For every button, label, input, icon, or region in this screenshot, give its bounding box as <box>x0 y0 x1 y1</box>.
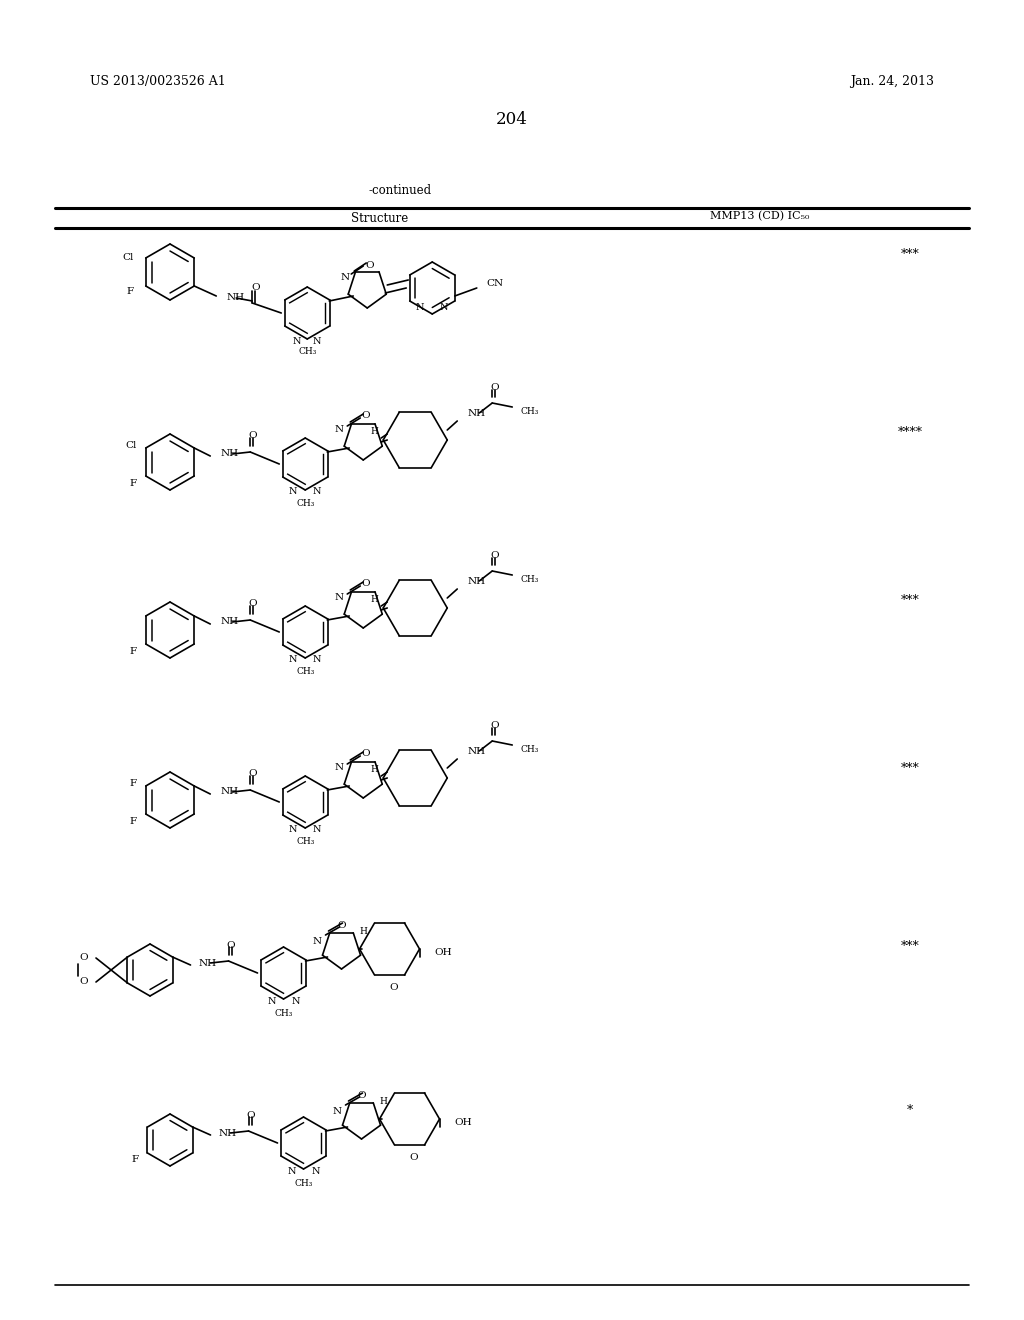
Text: O: O <box>489 383 499 392</box>
Text: O: O <box>337 920 346 929</box>
Text: N: N <box>335 763 344 772</box>
Text: NH: NH <box>467 577 485 586</box>
Text: CH₃: CH₃ <box>296 668 314 676</box>
Text: O: O <box>248 599 257 609</box>
Text: ****: **** <box>897 425 923 438</box>
Text: N: N <box>289 825 298 834</box>
Text: O: O <box>360 412 370 421</box>
Text: O: O <box>360 579 370 589</box>
Text: O: O <box>80 978 88 986</box>
Text: F: F <box>132 1155 139 1164</box>
Text: O: O <box>226 940 234 949</box>
Text: H: H <box>371 766 378 775</box>
Text: OH: OH <box>455 1118 472 1127</box>
Text: ***: *** <box>901 940 920 953</box>
Text: CH₃: CH₃ <box>296 837 314 846</box>
Text: CH₃: CH₃ <box>520 574 539 583</box>
Text: N: N <box>440 304 449 313</box>
Text: F: F <box>130 648 137 656</box>
Text: CH₃: CH₃ <box>296 499 314 508</box>
Text: F: F <box>130 479 137 488</box>
Text: N: N <box>289 487 298 496</box>
Text: H: H <box>359 927 368 936</box>
Text: ***: *** <box>901 762 920 775</box>
Text: NH: NH <box>199 958 217 968</box>
Text: 204: 204 <box>496 111 528 128</box>
Text: NH: NH <box>220 618 239 627</box>
Text: F: F <box>127 288 134 297</box>
Text: N: N <box>333 1106 342 1115</box>
Text: N: N <box>313 825 322 834</box>
Text: O: O <box>410 1152 418 1162</box>
Text: N: N <box>416 304 425 313</box>
Text: O: O <box>489 721 499 730</box>
Text: Jan. 24, 2013: Jan. 24, 2013 <box>850 75 934 88</box>
Text: *: * <box>907 1104 913 1117</box>
Text: O: O <box>248 432 257 441</box>
Text: N: N <box>291 997 300 1006</box>
Text: N: N <box>341 273 350 282</box>
Text: MMP13 (CD) IC₅₀: MMP13 (CD) IC₅₀ <box>711 211 810 222</box>
Text: Cl: Cl <box>126 441 137 450</box>
Text: O: O <box>360 750 370 759</box>
Text: NH: NH <box>218 1129 237 1138</box>
Text: H: H <box>371 428 378 437</box>
Text: O: O <box>389 982 398 991</box>
Text: CH₃: CH₃ <box>520 744 539 754</box>
Text: OH: OH <box>434 949 453 957</box>
Text: O: O <box>489 550 499 560</box>
Text: CN: CN <box>486 280 504 289</box>
Text: H: H <box>380 1097 387 1106</box>
Text: N: N <box>313 337 322 346</box>
Text: O: O <box>246 1110 255 1119</box>
Text: ***: *** <box>901 594 920 606</box>
Text: N: N <box>313 487 322 496</box>
Text: NH: NH <box>220 788 239 796</box>
Text: CH₃: CH₃ <box>294 1179 312 1188</box>
Text: -continued: -continued <box>369 183 431 197</box>
Text: O: O <box>365 261 374 271</box>
Text: CH₃: CH₃ <box>274 1008 293 1018</box>
Text: O: O <box>248 770 257 779</box>
Text: F: F <box>130 817 137 826</box>
Text: Cl: Cl <box>123 253 134 263</box>
Text: N: N <box>267 997 275 1006</box>
Text: N: N <box>293 337 301 346</box>
Text: N: N <box>313 936 323 945</box>
Text: US 2013/0023526 A1: US 2013/0023526 A1 <box>90 75 225 88</box>
Text: N: N <box>335 425 344 434</box>
Text: CH₃: CH₃ <box>298 346 316 355</box>
Text: NH: NH <box>226 293 245 302</box>
Text: NH: NH <box>467 408 485 417</box>
Text: O: O <box>251 282 259 292</box>
Text: CH₃: CH₃ <box>520 407 539 416</box>
Text: H: H <box>371 595 378 605</box>
Text: N: N <box>289 656 298 664</box>
Text: N: N <box>313 656 322 664</box>
Text: O: O <box>80 953 88 962</box>
Text: F: F <box>130 780 137 788</box>
Text: NH: NH <box>220 450 239 458</box>
Text: ***: *** <box>901 248 920 261</box>
Text: NH: NH <box>467 747 485 755</box>
Text: O: O <box>357 1090 366 1100</box>
Text: N: N <box>311 1167 319 1176</box>
Text: N: N <box>335 594 344 602</box>
Text: Structure: Structure <box>351 211 409 224</box>
Text: N: N <box>288 1167 296 1176</box>
